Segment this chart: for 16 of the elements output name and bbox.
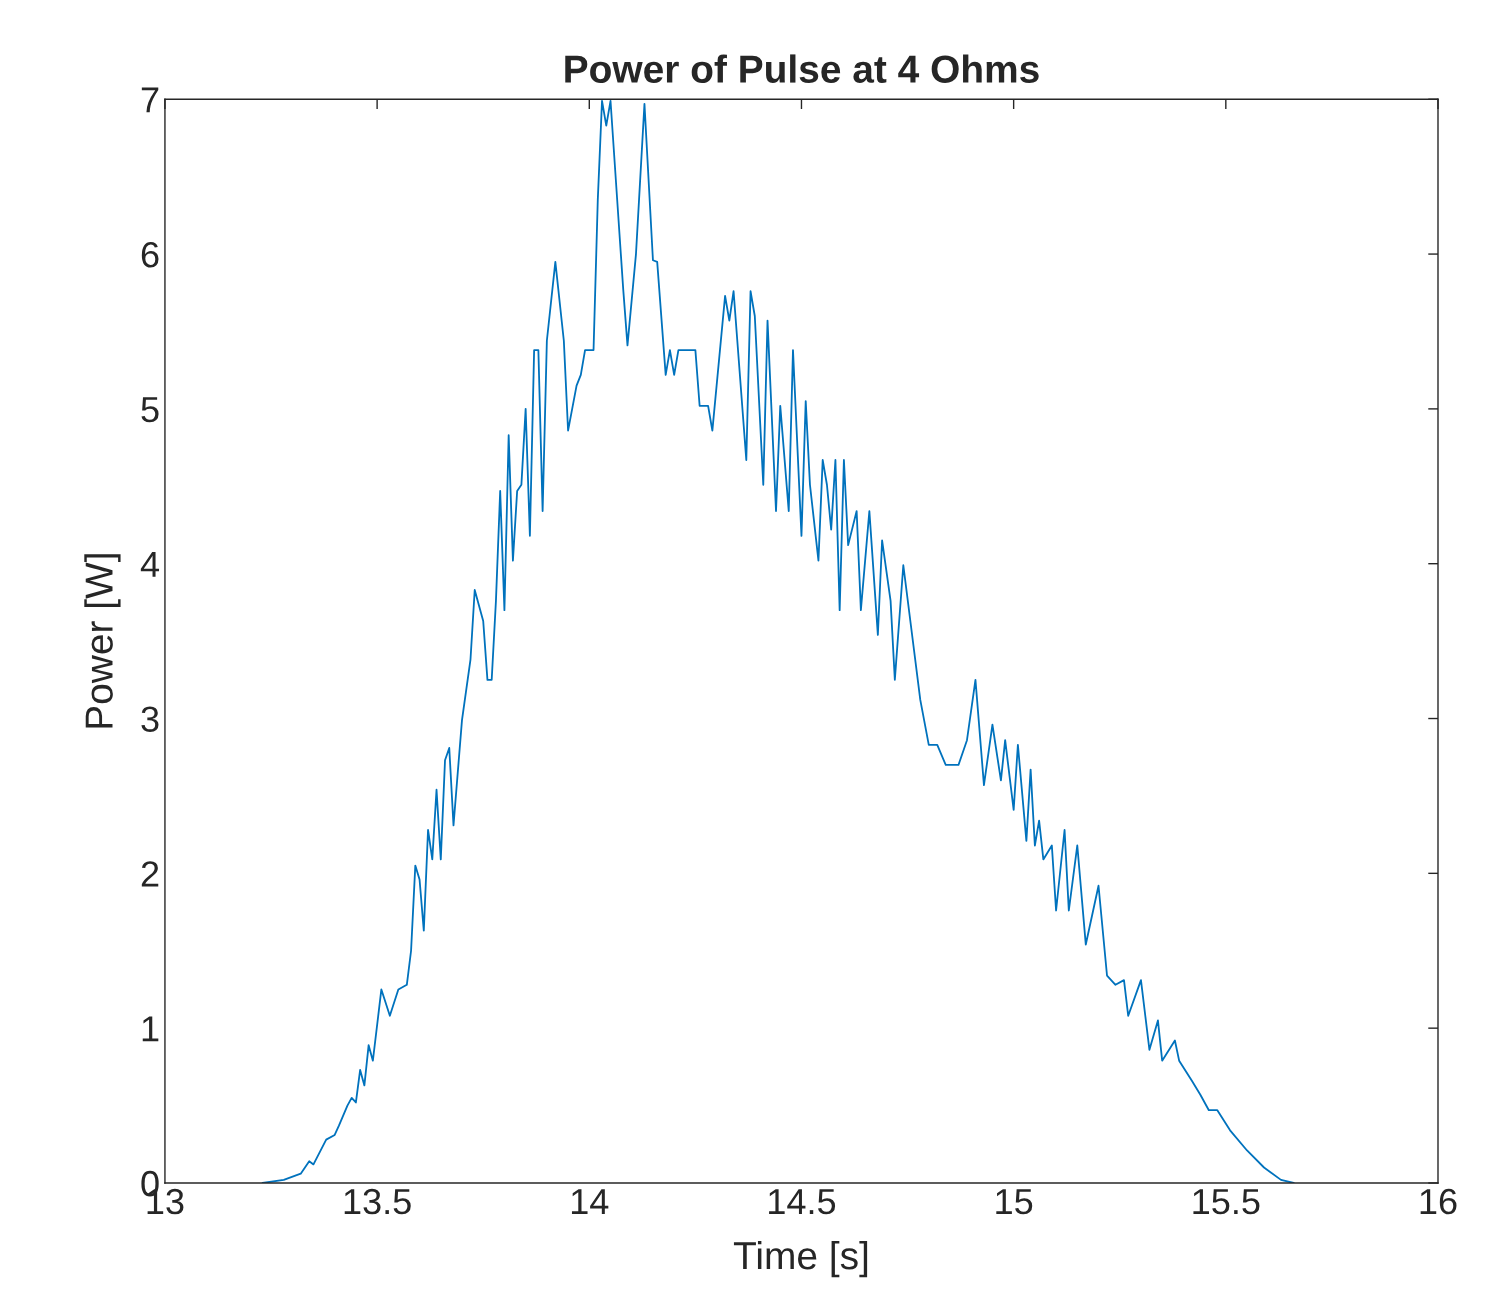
x-tick-label: 15 xyxy=(996,1189,1033,1215)
x-tick-label: 13.5 xyxy=(344,1188,411,1215)
y-tick-label: 5 xyxy=(141,397,159,423)
y-tick-label: 1 xyxy=(142,1016,159,1042)
x-tick-label: 15.5 xyxy=(1193,1189,1260,1215)
y-axis-title: Power [W] xyxy=(84,554,121,728)
y-tick-label: 4 xyxy=(140,551,160,577)
y-tick-label: 3 xyxy=(141,706,159,732)
y-tick-label: 2 xyxy=(141,861,159,887)
chart-title: Power of Pulse at 4 Ohms xyxy=(565,54,1039,83)
x-tick-label: 14 xyxy=(571,1189,609,1215)
x-tick-label: 16 xyxy=(1420,1188,1457,1215)
y-tick-label: 6 xyxy=(141,241,159,268)
x-tick-label: 14.5 xyxy=(769,1189,836,1215)
y-tick-label: 7 xyxy=(141,87,159,113)
x-axis-title: Time [s] xyxy=(733,1240,868,1278)
